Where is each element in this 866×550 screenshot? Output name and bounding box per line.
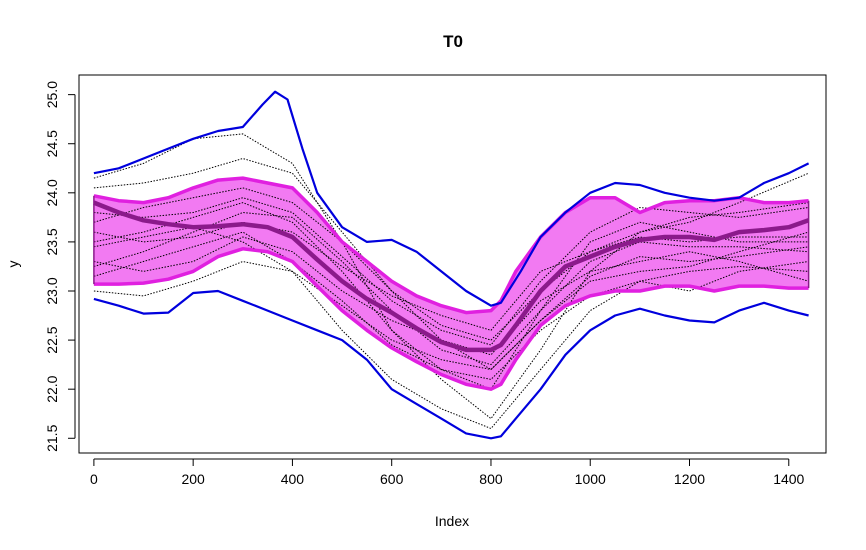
x-axis: 0 200 400 600 800 1000 1200 1400 <box>90 458 805 487</box>
chart-title: T0 <box>443 32 463 51</box>
y-tick-label: 23.5 <box>44 228 60 255</box>
median-line <box>93 200 810 353</box>
x-tick-label: 200 <box>181 471 205 487</box>
curve-line-8 <box>93 231 809 380</box>
y-tick-label: 22.5 <box>44 326 60 353</box>
y-tick-label: 22.0 <box>44 375 60 402</box>
plot-frame <box>78 74 827 454</box>
x-tick-label: 1000 <box>575 471 606 487</box>
y-tick-label: 23.0 <box>44 277 60 304</box>
band-lower-line <box>93 247 809 391</box>
x-tick-label: 600 <box>380 471 404 487</box>
curve-line-1 <box>93 133 809 420</box>
y-axis-label: y <box>5 261 21 268</box>
x-tick-label: 1200 <box>674 471 705 487</box>
plot-area <box>93 90 810 440</box>
y-tick-label: 24.5 <box>44 130 60 157</box>
envelope-lower-line <box>93 289 809 440</box>
x-axis-label: Index <box>435 513 469 529</box>
curve-line-3 <box>93 157 809 371</box>
y-axis: 21.5 22.0 22.5 23.0 23.5 24.0 24.5 25.0 <box>44 81 76 452</box>
curve-line-4 <box>93 202 809 390</box>
curve-line-6 <box>93 197 809 346</box>
x-tick-label: 0 <box>90 471 98 487</box>
x-tick-label: 800 <box>479 471 503 487</box>
y-tick-label: 24.0 <box>44 179 60 206</box>
envelope-upper-line <box>93 90 810 307</box>
band-upper-line <box>93 176 809 315</box>
x-tick-label: 400 <box>281 471 305 487</box>
y-tick-label: 21.5 <box>44 424 60 451</box>
curve-line-11 <box>93 226 809 371</box>
y-tick-label: 25.0 <box>44 81 60 108</box>
x-tick-label: 1400 <box>773 471 804 487</box>
